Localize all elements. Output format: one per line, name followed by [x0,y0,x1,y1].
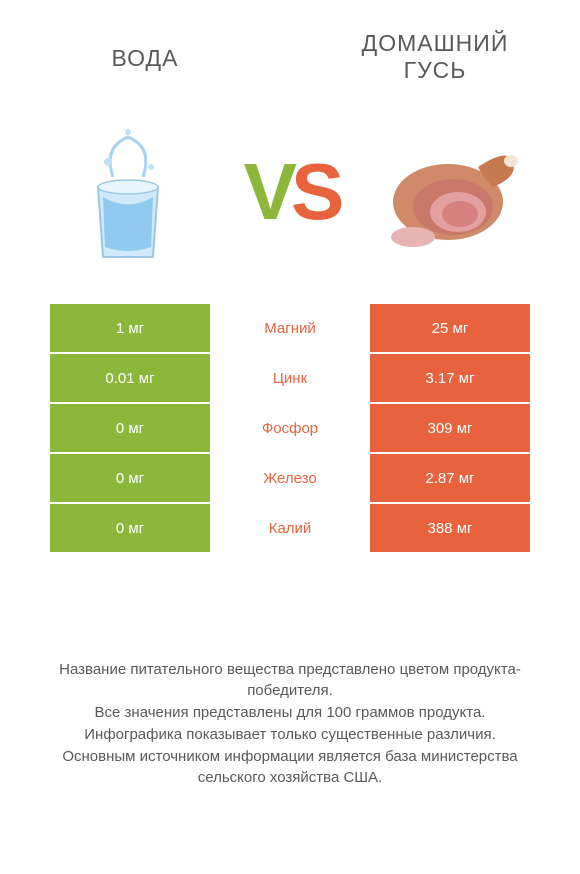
nutrient-label: Калий [210,504,370,552]
value-left: 0.01 мг [50,354,210,402]
header: ВОДА ДОМАШНИЙ ГУСЬ [0,0,580,94]
product-left-title: ВОДА [45,30,245,84]
value-right: 2.87 мг [370,454,530,502]
product-left-image [50,114,205,269]
value-right: 3.17 мг [370,354,530,402]
footer-line: Инфографика показывает только существенн… [30,724,550,746]
goose-meat-icon [378,117,528,267]
value-right: 25 мг [370,304,530,352]
table-row: 0 мгКалий388 мг [50,504,530,552]
footer-line: Название питательного вещества представл… [30,659,550,703]
value-left: 0 мг [50,404,210,452]
nutrient-label: Магний [210,304,370,352]
water-glass-icon [53,117,203,267]
product-right-image [375,114,530,269]
nutrient-label: Железо [210,454,370,502]
footer-note: Название питательного вещества представл… [0,659,580,790]
nutrient-label: Фосфор [210,404,370,452]
vs-v: V [244,146,289,238]
nutrient-label: Цинк [210,354,370,402]
compare-row: V S [0,94,580,304]
footer-line: Все значения представлены для 100 граммо… [30,702,550,724]
table-row: 0 мгЖелезо2.87 мг [50,454,530,502]
vs-label: V S [244,146,337,238]
comparison-table: 1 мгМагний25 мг0.01 мгЦинк3.17 мг0 мгФос… [50,304,530,552]
product-right-title: ДОМАШНИЙ ГУСЬ [335,30,535,84]
value-right: 388 мг [370,504,530,552]
footer-line: Основным источником информации является … [30,746,550,790]
value-left: 0 мг [50,504,210,552]
table-row: 1 мгМагний25 мг [50,304,530,352]
vs-s: S [291,146,336,238]
table-row: 0.01 мгЦинк3.17 мг [50,354,530,402]
value-right: 309 мг [370,404,530,452]
value-left: 1 мг [50,304,210,352]
value-left: 0 мг [50,454,210,502]
table-row: 0 мгФосфор309 мг [50,404,530,452]
